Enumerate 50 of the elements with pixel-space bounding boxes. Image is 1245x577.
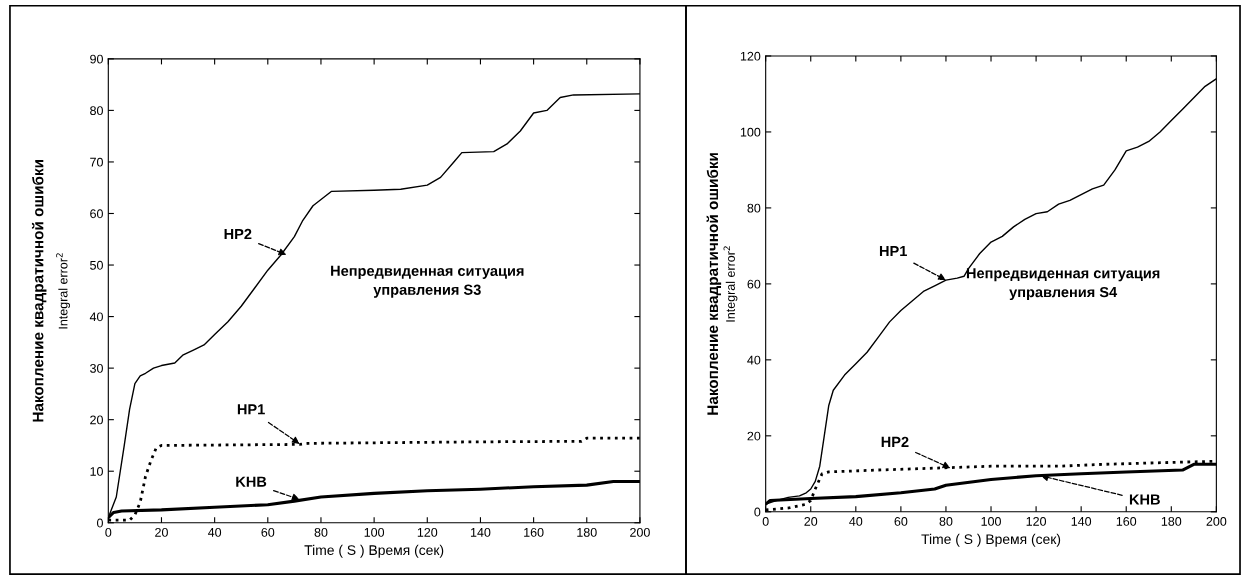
annotation: Непредвиденная ситуация управления S4 xyxy=(966,268,1160,301)
y-tick-label: 10 xyxy=(90,467,103,476)
y-tick-label: 50 xyxy=(90,260,103,270)
y-tick-label: 20 xyxy=(90,415,103,425)
y-tick-label: 40 xyxy=(89,312,103,322)
x-tick-label: 20 xyxy=(155,527,168,537)
x-tick-label: 40 xyxy=(207,527,222,537)
y-tick-label: 40 xyxy=(747,355,761,365)
annotation: HP1 xyxy=(237,404,265,415)
x-tick-label: 180 xyxy=(1161,516,1182,526)
x-tick-label: 120 xyxy=(1026,516,1047,526)
x-tick-label: 80 xyxy=(939,516,953,526)
x-tick-label: 40 xyxy=(849,516,863,526)
y-tick-label: 60 xyxy=(747,279,761,289)
x-axis-title: Time ( S ) Время (сек) xyxy=(921,533,1061,547)
y-tick-label: 0 xyxy=(754,507,761,517)
x-tick-label: 100 xyxy=(981,516,1001,526)
x-tick-label: 60 xyxy=(894,516,908,526)
x-tick-label: 20 xyxy=(804,516,818,526)
x-axis-title: Time ( S ) Время (сек) xyxy=(304,544,444,558)
x-tick-label: 80 xyxy=(314,527,328,537)
x-tick-label: 60 xyxy=(261,527,275,537)
y-tick-label: 60 xyxy=(90,209,103,219)
x-tick-label: 0 xyxy=(762,516,769,526)
y-tick-label: 120 xyxy=(740,51,761,61)
x-tick-label: 160 xyxy=(1116,516,1137,526)
annotation: HP2 xyxy=(224,228,252,240)
x-tick-label: 120 xyxy=(417,527,438,537)
y-tick-label: 90 xyxy=(90,54,103,64)
x-tick-label: 200 xyxy=(1206,516,1227,526)
annotation: KHB xyxy=(1129,494,1160,505)
annotation: HP1 xyxy=(879,246,907,257)
x-tick-label: 140 xyxy=(1071,516,1092,526)
y-axis-title: Накопление квадратичной ошибки Integral error$^{2}$ xyxy=(31,160,70,422)
x-tick-label: 100 xyxy=(364,527,385,537)
x-tick-label: 200 xyxy=(630,527,650,537)
x-tick-label: 140 xyxy=(470,527,491,537)
annotation: HP2 xyxy=(881,436,909,447)
y-tick-label: 100 xyxy=(740,127,761,137)
y-tick-label: 70 xyxy=(90,157,103,167)
y-tick-label: 80 xyxy=(747,203,761,213)
annotation: KHB xyxy=(236,476,267,487)
x-tick-label: 160 xyxy=(524,527,544,537)
x-tick-label: 180 xyxy=(577,527,597,537)
y-tick-label: 30 xyxy=(90,363,103,373)
y-tick-label: 20 xyxy=(747,431,761,441)
y-axis-title: Накопление квадратичной ошибки Integral error$^{2}$ xyxy=(706,153,738,415)
annotation: Непредвиденная ситуация управления S3 xyxy=(331,265,524,298)
x-tick-label: 0 xyxy=(105,527,112,537)
y-tick-label: 80 xyxy=(90,106,103,116)
